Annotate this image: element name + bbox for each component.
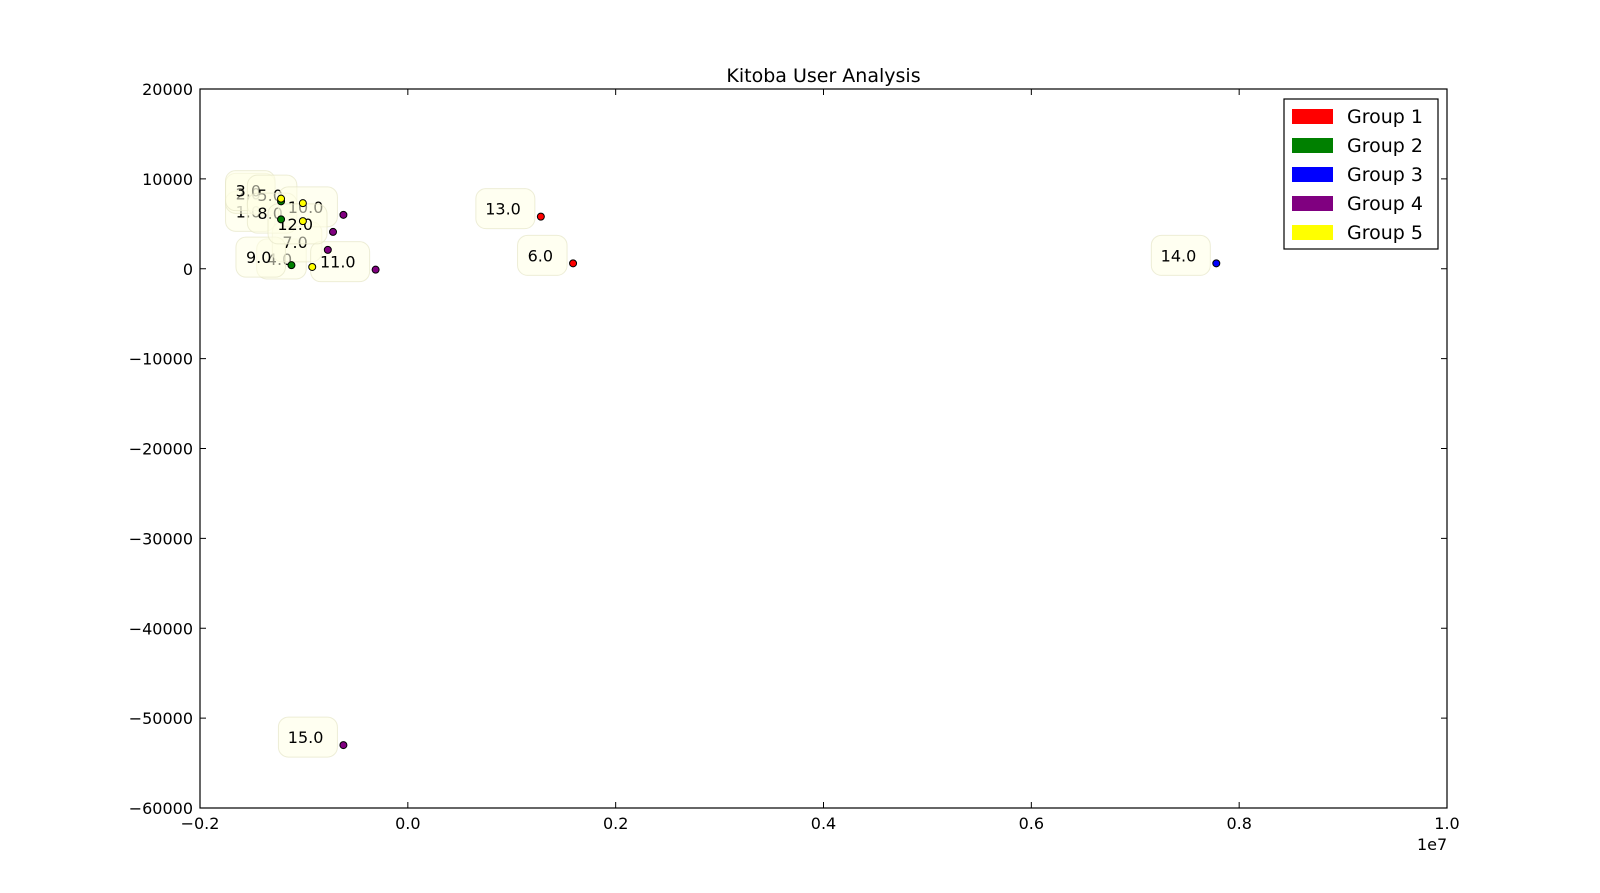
point-label: 6.0 xyxy=(528,246,553,265)
legend-swatch xyxy=(1292,138,1333,153)
chart-title: Kitoba User Analysis xyxy=(726,65,920,87)
point-label: 15.0 xyxy=(288,728,324,747)
point-label-box xyxy=(235,236,286,278)
point-label: 11.0 xyxy=(320,253,356,272)
x-tick-label: 0.6 xyxy=(1019,814,1044,833)
point-label-box xyxy=(277,716,338,758)
point-label-box xyxy=(475,188,536,230)
point-labels: 1.02.03.04.05.06.07.08.09.010.011.012.01… xyxy=(225,170,1211,758)
y-tick-label: −60000 xyxy=(129,799,193,818)
data-point xyxy=(298,199,307,208)
legend-label: Group 5 xyxy=(1347,222,1423,244)
y-tick-label: −50000 xyxy=(129,709,193,728)
data-point xyxy=(277,194,286,203)
data-point xyxy=(339,210,348,219)
point-label-box xyxy=(267,203,328,245)
point-label: 14.0 xyxy=(1161,246,1197,265)
y-tick-label: −40000 xyxy=(129,619,193,638)
y-tick-label: 0 xyxy=(183,260,193,279)
legend-swatch xyxy=(1292,225,1333,240)
y-tick-label: 10000 xyxy=(142,170,193,189)
x-tick-label: 0.4 xyxy=(811,814,836,833)
x-axis-scale-note: 1e7 xyxy=(1417,835,1447,854)
point-label: 13.0 xyxy=(485,200,521,219)
point-label-box xyxy=(517,234,568,276)
data-point xyxy=(1212,259,1221,268)
legend-label: Group 3 xyxy=(1347,164,1423,186)
legend-label: Group 1 xyxy=(1347,106,1423,128)
data-point xyxy=(287,261,296,270)
x-tick-label: 0.2 xyxy=(603,814,628,833)
y-tick-label: 20000 xyxy=(142,80,193,99)
legend-label: Group 2 xyxy=(1347,135,1423,157)
x-tick-label: 0.8 xyxy=(1226,814,1251,833)
plot-area xyxy=(199,88,1448,809)
y-tick-label: −20000 xyxy=(129,440,193,459)
data-point xyxy=(536,212,545,221)
data-point xyxy=(323,245,332,254)
data-points xyxy=(277,194,1221,750)
data-point xyxy=(569,259,578,268)
data-point xyxy=(329,227,338,236)
point-label-box xyxy=(1150,234,1211,276)
y-tick-label: −10000 xyxy=(129,350,193,369)
x-tick-label: 0.0 xyxy=(395,814,420,833)
legend-swatch xyxy=(1292,167,1333,182)
data-point xyxy=(298,217,307,226)
legend-swatch xyxy=(1292,109,1333,124)
data-point xyxy=(277,215,286,224)
data-point xyxy=(308,262,317,271)
x-tick-label: 1.0 xyxy=(1434,814,1459,833)
legend-swatch xyxy=(1292,196,1333,211)
legend: Group 1 Group 2 Group 3 Group 4 Group 5 xyxy=(1283,98,1439,250)
data-point xyxy=(339,741,348,750)
y-axis: 20000 10000 0 −10000 −20000 −30000 −40000 −5000… xyxy=(129,80,1447,818)
x-tick-label: −0.2 xyxy=(181,814,220,833)
point-label: 9.0 xyxy=(246,248,271,267)
x-axis: −0.2 0.0 0.2 0.4 0.6 0.8 1.0 xyxy=(181,89,1460,833)
y-tick-label: −30000 xyxy=(129,529,193,548)
data-point xyxy=(371,265,380,274)
legend-label: Group 4 xyxy=(1347,193,1423,215)
